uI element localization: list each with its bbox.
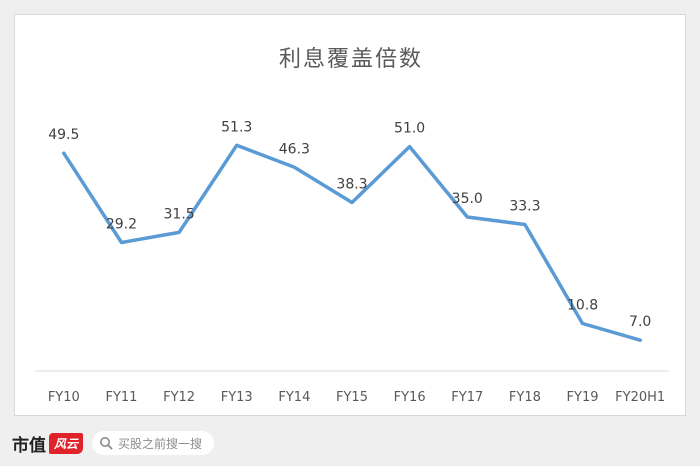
brand-name: 市值 bbox=[12, 435, 46, 456]
x-tick-label: FY13 bbox=[221, 390, 253, 405]
data-label: 35.0 bbox=[452, 191, 483, 207]
line-chart: FY10 FY11 FY12 FY13 FY14 FY15 FY16 FY17 FY18 FY19… bbox=[35, 119, 669, 405]
x-tick-label: FY12 bbox=[163, 390, 195, 405]
data-label: 46.3 bbox=[279, 141, 310, 157]
data-label: 31.5 bbox=[164, 206, 195, 222]
series-line bbox=[62, 143, 642, 342]
brand-seal: 风云 bbox=[49, 432, 84, 454]
x-tick-label: FY17 bbox=[451, 390, 483, 405]
chart-title: 利息覆盖倍数 bbox=[278, 47, 423, 72]
search-placeholder: 买股之前搜一搜 bbox=[118, 436, 203, 451]
x-tick-label: FY14 bbox=[278, 390, 310, 405]
footer-bar: 市值 风云 买股之前搜一搜 bbox=[0, 424, 700, 466]
data-label: 38.3 bbox=[336, 176, 367, 192]
brand-logo: 市值 风云 bbox=[12, 430, 84, 456]
data-label: 7.0 bbox=[629, 314, 651, 330]
x-tick-label: FY19 bbox=[567, 390, 599, 405]
search-input[interactable]: 买股之前搜一搜 bbox=[92, 431, 214, 455]
x-tick-label: FY20H1 bbox=[615, 390, 665, 405]
data-label: 51.3 bbox=[221, 119, 252, 135]
chart-card: 利息覆盖倍数 FY10 FY11 FY12 FY13 FY14 FY15 FY16 FY17 F… bbox=[14, 14, 686, 416]
x-tick-label: FY16 bbox=[394, 390, 426, 405]
search-icon bbox=[100, 437, 113, 450]
x-tick-label: FY11 bbox=[105, 390, 137, 405]
x-tick-label: FY15 bbox=[336, 390, 368, 405]
x-tick-label: FY18 bbox=[509, 390, 541, 405]
data-label: 33.3 bbox=[509, 198, 540, 214]
data-label: 10.8 bbox=[567, 297, 598, 313]
data-label: 51.0 bbox=[394, 121, 425, 137]
data-label: 29.2 bbox=[106, 217, 137, 233]
x-tick-label: FY10 bbox=[48, 390, 80, 405]
data-label: 49.5 bbox=[48, 127, 79, 143]
